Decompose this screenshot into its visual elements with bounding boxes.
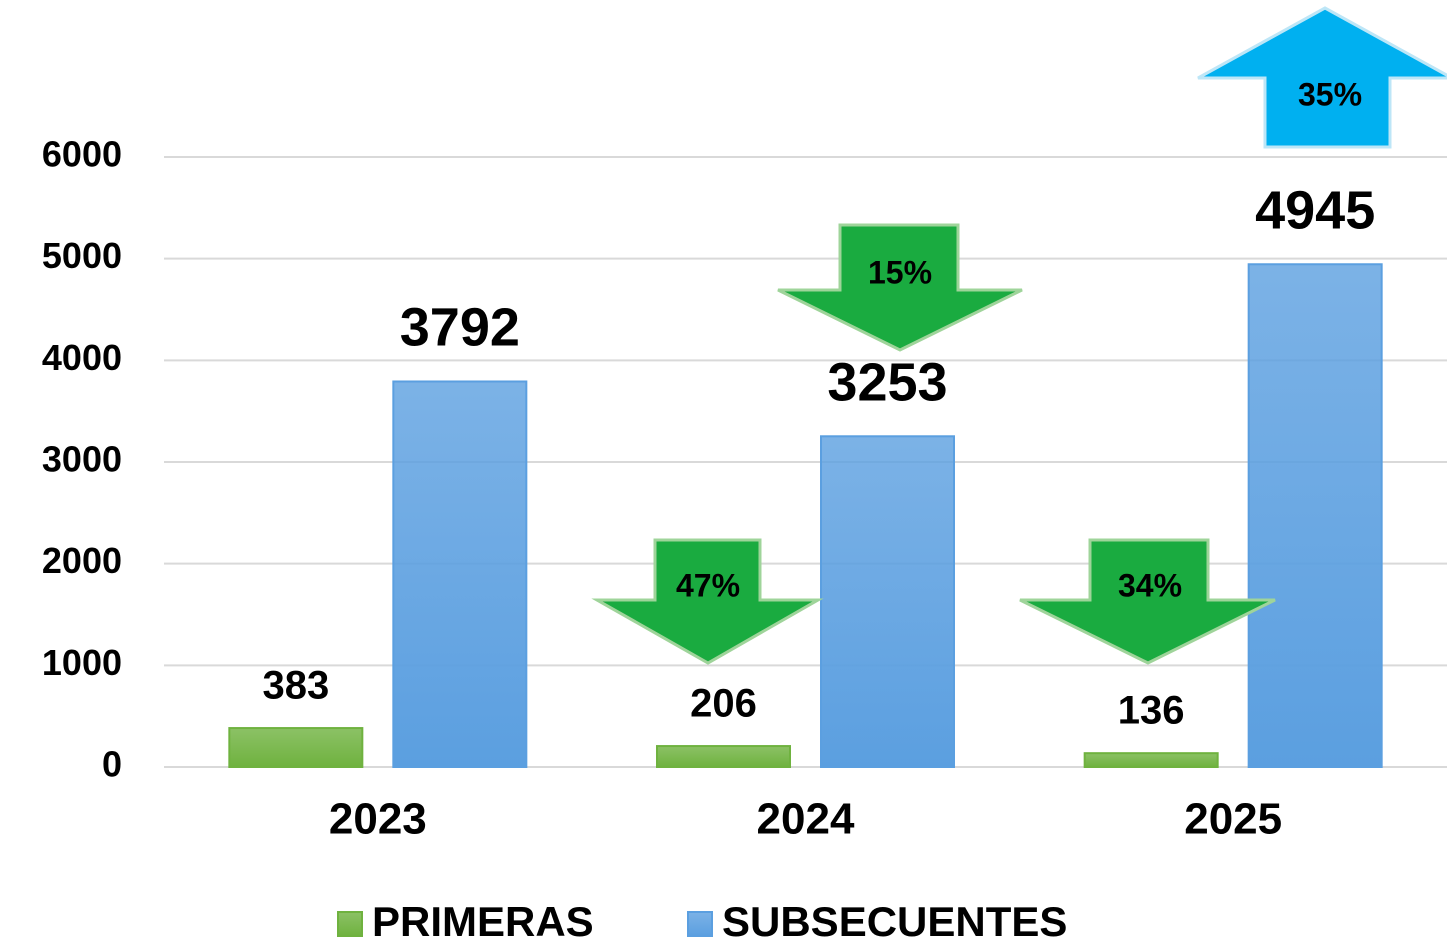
bar [392, 380, 528, 768]
annotation-arrow [1197, 6, 1447, 149]
annotation-text: 47% [676, 567, 740, 603]
legend-swatch [687, 911, 713, 937]
annotation-text: 34% [1118, 567, 1182, 603]
y-tick-label: 6000 [42, 134, 122, 175]
annotation-text: 15% [868, 254, 932, 290]
annotation-text: 35% [1298, 76, 1362, 112]
legend-swatch [337, 911, 363, 937]
y-tick-label: 2000 [42, 540, 122, 581]
bar [656, 745, 791, 768]
annotation-arrow [591, 538, 824, 665]
bar [228, 727, 364, 768]
bar [820, 435, 955, 768]
data-label: 383 [262, 664, 329, 708]
data-label: 136 [1118, 689, 1185, 733]
bar [1083, 752, 1219, 769]
y-tick-label: 4000 [42, 337, 122, 378]
y-tick-label: 1000 [42, 642, 122, 683]
data-label: 3792 [400, 298, 520, 358]
bar [1247, 263, 1383, 768]
x-tick-label: 2024 [757, 795, 855, 844]
data-label: 3253 [827, 353, 947, 413]
x-tick-label: 2025 [1184, 795, 1282, 844]
y-tick-label: 5000 [42, 235, 122, 276]
x-tick-label: 2023 [329, 795, 427, 844]
y-tick-label: 0 [102, 744, 122, 785]
annotation-arrow [777, 223, 1023, 352]
y-tick-label: 3000 [42, 439, 122, 480]
legend-label: SUBSECUENTES [722, 898, 1067, 945]
data-label: 206 [690, 682, 757, 726]
legend-label: PRIMERAS [372, 898, 594, 945]
data-label: 4945 [1255, 181, 1375, 241]
annotation-arrow [1019, 538, 1276, 665]
